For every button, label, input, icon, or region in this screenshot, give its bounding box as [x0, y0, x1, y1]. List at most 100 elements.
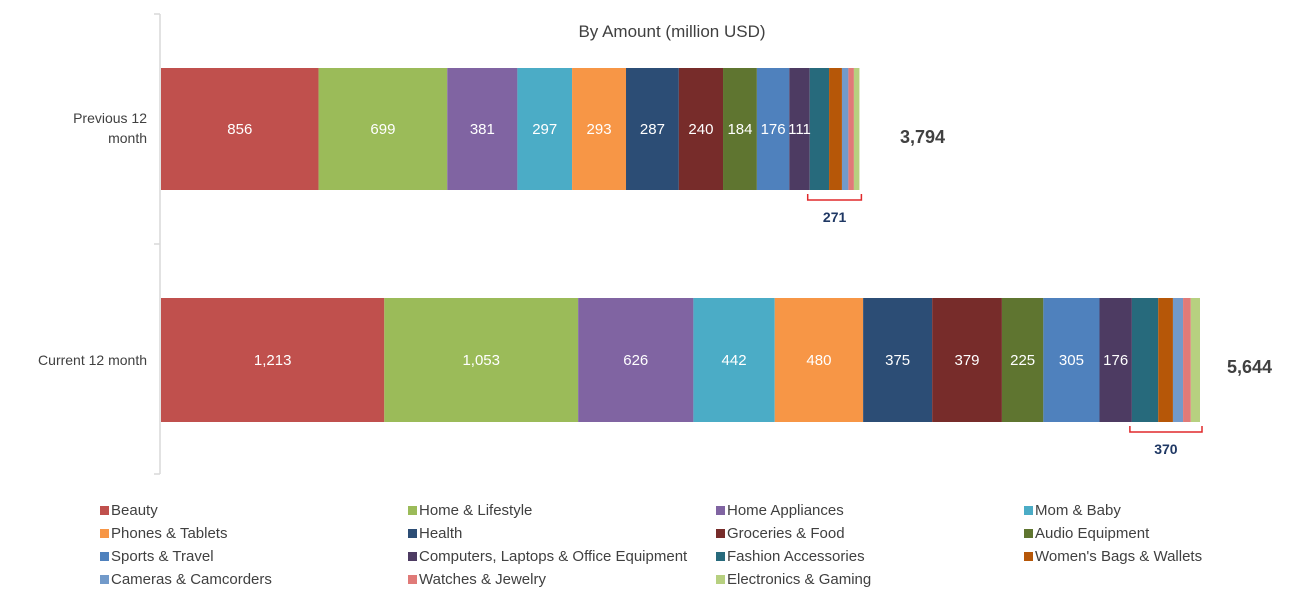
bar-segment-cameras-camcorders-1 [1172, 298, 1184, 422]
legend-item: Audio Equipment [1024, 523, 1149, 545]
bar-segment-cameras-camcorders-0 [841, 68, 849, 190]
data-label: 176 [761, 121, 786, 138]
category-label: month [108, 130, 147, 146]
legend-item: Mom & Baby [1024, 500, 1121, 522]
legend-label: Home Appliances [727, 502, 844, 519]
bracket-small-categories [1129, 426, 1203, 433]
bar-segment-phones-tablets-0 [572, 68, 627, 190]
data-label: 1,213 [254, 352, 292, 369]
data-label: 176 [1103, 352, 1128, 369]
bar-segment-health-1 [863, 298, 933, 422]
data-label: 1,053 [462, 352, 500, 369]
legend-swatch [716, 575, 725, 584]
bar-segment-fashion-accessories-0 [809, 68, 830, 190]
bar-segment-home-lifestyle-1 [384, 298, 579, 422]
data-label: 379 [955, 352, 980, 369]
legend-label: Women's Bags & Wallets [1035, 548, 1203, 565]
bar-segment-mom-baby-1 [693, 298, 775, 422]
legend-label: Sports & Travel [111, 548, 214, 565]
legend-label: Health [419, 525, 463, 542]
legend-item: Watches & Jewelry [408, 569, 546, 591]
legend-label: Phones & Tablets [111, 525, 228, 542]
legend-item: Cameras & Camcorders [100, 569, 272, 591]
stacked-bar-chart: By Amount (million USD) Previous 12 month… [38, 13, 1272, 475]
legend-swatch [716, 552, 725, 561]
legend-item: Fashion Accessories [716, 546, 865, 568]
data-label: 297 [532, 121, 557, 138]
data-label: 293 [587, 121, 612, 138]
legend-swatch [1024, 529, 1033, 538]
legend-swatch [100, 506, 109, 515]
legend-swatch [1024, 506, 1033, 515]
legend-item: Home Appliances [716, 500, 844, 522]
bar-segment-women-s-bags-wallets-0 [829, 68, 842, 190]
legend-label: Fashion Accessories [727, 548, 865, 565]
legend-label: Computers, Laptops & Office Equipment [419, 548, 688, 565]
bar-segment-beauty-0 [161, 68, 319, 190]
bar-segment-women-s-bags-wallets-1 [1158, 298, 1173, 422]
legend-item: Home & Lifestyle [408, 500, 532, 522]
bar-segment-fashion-accessories-1 [1131, 298, 1159, 422]
bar-segment-sports-travel-1 [1043, 298, 1100, 422]
bar-segment-mom-baby-0 [517, 68, 573, 190]
bar-segment-home-appliances-0 [447, 68, 518, 190]
data-label: 225 [1010, 352, 1035, 369]
bar-segment-home-lifestyle-0 [318, 68, 448, 190]
legend-swatch [716, 506, 725, 515]
legend-swatch [408, 506, 417, 515]
chart-title: By Amount (million USD) [578, 22, 765, 41]
bar-segment-beauty-1 [161, 298, 385, 422]
bar-segment-electronics-gaming-1 [1190, 298, 1200, 422]
legend-label: Cameras & Camcorders [111, 571, 272, 588]
data-label: 442 [722, 352, 747, 369]
legend-swatch [408, 529, 417, 538]
legend-item: Electronics & Gaming [716, 569, 871, 591]
bar-segment-watches-jewelry-0 [848, 68, 854, 190]
category-label: Current 12 month [38, 352, 147, 368]
legend-label: Audio Equipment [1035, 525, 1150, 542]
bar-segment-computers-laptops-office-equipment-1 [1099, 298, 1132, 422]
legend-swatch [1024, 552, 1033, 561]
bar-segment-phones-tablets-1 [774, 298, 864, 422]
bracket-label: 271 [823, 209, 847, 225]
legend-swatch [408, 575, 417, 584]
total-label: 5,644 [1227, 357, 1272, 377]
legend-label: Groceries & Food [727, 525, 845, 542]
data-label: 480 [806, 352, 831, 369]
data-label: 626 [623, 352, 648, 369]
legend-label: Watches & Jewelry [419, 571, 546, 588]
data-label: 240 [688, 121, 713, 138]
data-label: 375 [885, 352, 910, 369]
data-label: 111 [788, 121, 811, 138]
data-label: 305 [1059, 352, 1084, 369]
data-label: 287 [640, 121, 665, 138]
legend-item: Groceries & Food [716, 523, 845, 545]
legend-label: Electronics & Gaming [727, 571, 872, 588]
legend-item: Computers, Laptops & Office Equipment [408, 546, 687, 568]
data-label: 856 [227, 121, 252, 138]
bar-segment-health-0 [626, 68, 679, 190]
legend-swatch [408, 552, 417, 561]
bar-segment-groceries-food-0 [678, 68, 724, 190]
total-label: 3,794 [900, 127, 945, 147]
bar-segment-watches-jewelry-1 [1183, 298, 1191, 422]
data-label: 184 [727, 121, 752, 138]
legend-item: Phones & Tablets [100, 523, 227, 545]
bar-segment-audio-equipment-0 [723, 68, 757, 190]
bracket-label: 370 [1154, 441, 1178, 457]
legend-item: Women's Bags & Wallets [1024, 546, 1202, 568]
bracket-small-categories [806, 194, 863, 201]
bar-segment-computers-laptops-office-equipment-0 [789, 68, 810, 190]
legend-label: Mom & Baby [1035, 502, 1121, 519]
legend-item: Sports & Travel [100, 546, 214, 568]
category-label: Previous 12 [73, 110, 147, 126]
legend-swatch [716, 529, 725, 538]
legend-swatch [100, 529, 109, 538]
bar-segment-sports-travel-0 [756, 68, 790, 190]
legend-item: Health [408, 523, 462, 545]
bar-segment-electronics-gaming-0 [853, 68, 860, 190]
legend-label: Home & Lifestyle [419, 502, 533, 519]
legend-item: Beauty [100, 500, 158, 522]
bar-segment-home-appliances-1 [578, 298, 694, 422]
legend-swatch [100, 552, 109, 561]
